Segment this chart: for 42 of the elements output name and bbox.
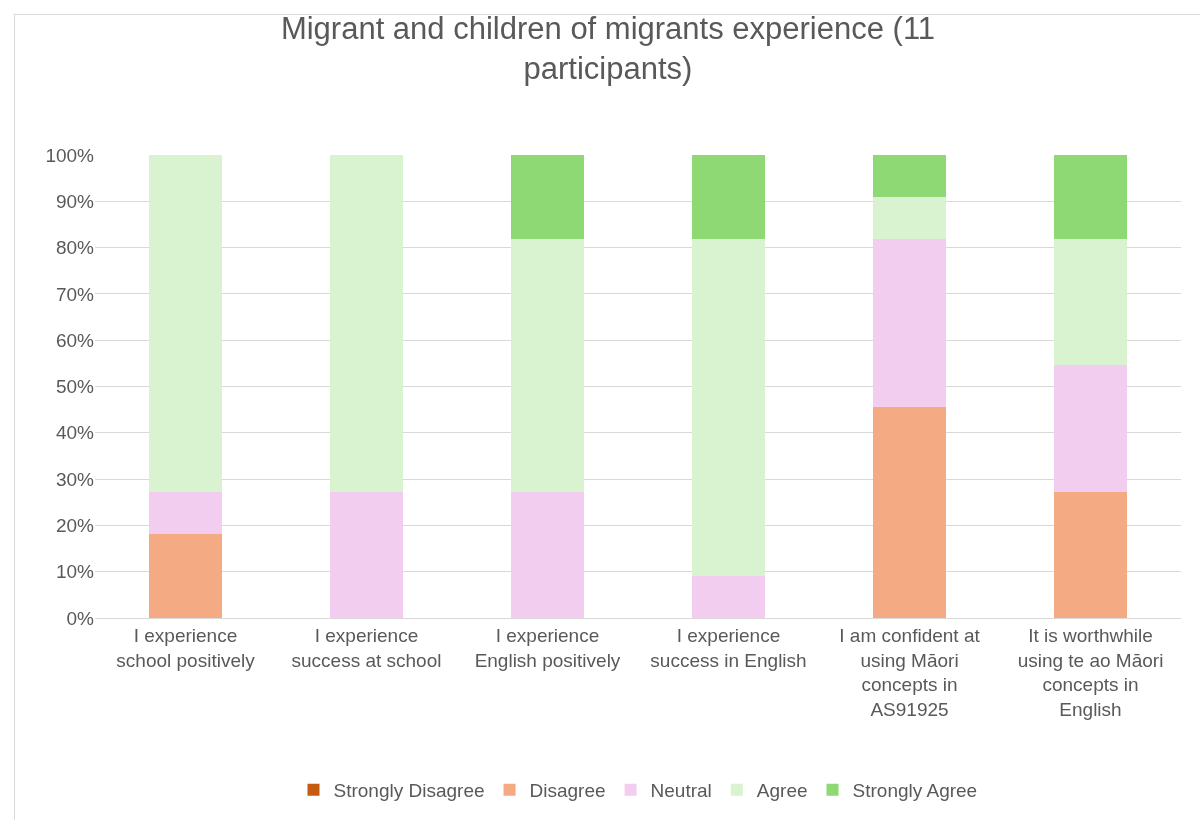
legend-label: Strongly Agree bbox=[852, 780, 978, 802]
bar bbox=[330, 491, 403, 618]
legend-label: Strongly Disagree bbox=[333, 780, 485, 802]
x-tick-label: I experience success at school bbox=[291, 624, 442, 671]
bar bbox=[692, 155, 765, 240]
y-tick-label: 40% bbox=[55, 422, 95, 444]
bar bbox=[511, 239, 584, 492]
x-tick-label: I experience school positively bbox=[116, 624, 256, 671]
x-tick-label: I experience success in English bbox=[650, 624, 807, 671]
y-tick-label: 60% bbox=[55, 329, 95, 351]
bar bbox=[149, 491, 222, 534]
bar bbox=[1054, 491, 1127, 618]
bar bbox=[149, 533, 222, 618]
x-tick-label: I am confident at using Māori concepts in AS91925 bbox=[839, 624, 981, 720]
bar bbox=[873, 407, 946, 618]
bar bbox=[873, 196, 946, 239]
bar bbox=[873, 155, 946, 197]
bar bbox=[330, 155, 403, 492]
chart-title: Migrant and children of migrants experience (11 participants) bbox=[280, 11, 936, 87]
bar bbox=[511, 155, 584, 240]
legend-label: Agree bbox=[756, 780, 808, 802]
y-tick-label: 90% bbox=[55, 190, 95, 212]
bar bbox=[1054, 365, 1127, 492]
y-tick-label: 20% bbox=[55, 515, 95, 537]
legend-label: Disagree bbox=[529, 780, 606, 802]
bar bbox=[1054, 155, 1127, 239]
bar bbox=[692, 239, 765, 576]
bar bbox=[511, 491, 584, 618]
y-tick-label: 100% bbox=[45, 144, 95, 166]
x-tick-label: It is worthwhile using te ao Māori concepts in English bbox=[1017, 624, 1164, 720]
bar bbox=[692, 575, 765, 618]
bar bbox=[873, 238, 946, 408]
x-tick-label: I experience English positively bbox=[474, 624, 621, 671]
y-tick-label: 30% bbox=[55, 468, 95, 490]
y-tick-label: 50% bbox=[55, 376, 95, 398]
y-tick-label: 0% bbox=[66, 607, 95, 629]
legend-label: Neutral bbox=[650, 780, 712, 802]
y-tick-label: 10% bbox=[55, 561, 95, 583]
y-tick-label: 70% bbox=[55, 283, 95, 305]
bar bbox=[1054, 238, 1127, 366]
bar bbox=[149, 155, 222, 492]
y-tick-label: 80% bbox=[55, 237, 95, 259]
